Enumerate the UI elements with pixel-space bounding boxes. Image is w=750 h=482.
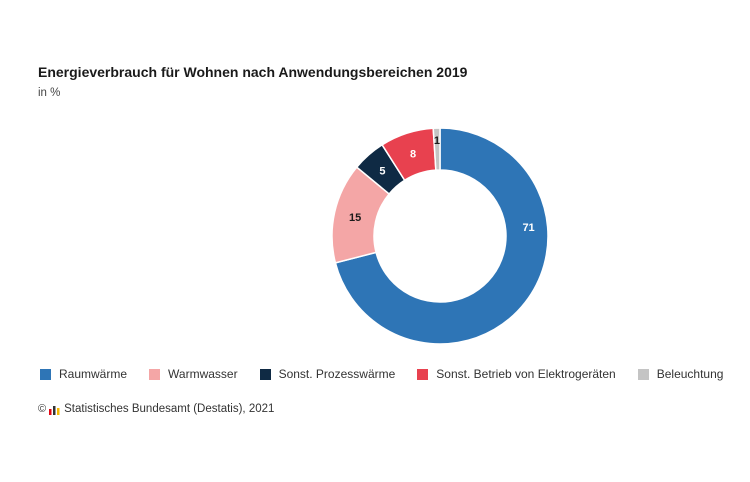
legend-label: Sonst. Prozesswärme [278, 367, 396, 381]
copyright-icon: © [38, 403, 47, 415]
slice-label-prozesswaerme: 5 [379, 166, 385, 178]
donut-slice-raumwaerme[interactable] [334, 127, 549, 345]
legend-swatch [149, 368, 161, 380]
chart-title: Energieverbrauch für Wohnen nach Anwendu… [38, 64, 468, 80]
legend-swatch [40, 368, 51, 380]
donut-slice-beleuchtung[interactable] [432, 127, 441, 171]
source-text: Statistisches Bundesamt (Destatis), 2021 [64, 403, 275, 415]
legend-label: Warmwasser [168, 367, 238, 381]
legend-item-beleuchtung[interactable]: Beleuchtung [637, 367, 724, 381]
legend-item-warmwasser[interactable]: Warmwasser [149, 367, 238, 381]
chart-legend: Raumwärme Warmwasser Sonst. Prozesswärme… [40, 367, 723, 381]
legend-label: Raumwärme [59, 367, 128, 381]
legend-swatch [259, 368, 271, 380]
legend-swatch [637, 368, 649, 380]
destatis-logo-icon [49, 405, 60, 415]
chart-subtitle: in % [38, 87, 61, 99]
legend-item-prozesswaerme[interactable]: Sonst. Prozesswärme [259, 367, 396, 381]
slice-label-warmwasser: 15 [349, 212, 361, 224]
slice-label-raumwaerme: 71 [522, 222, 534, 234]
source-footer: © Statistisches Bundesamt (Destatis), 20… [38, 403, 274, 415]
legend-item-elektrogeraete[interactable]: Sonst. Betrieb von Elektrogeräten [417, 367, 616, 381]
legend-label: Beleuchtung [656, 367, 724, 381]
legend-swatch [417, 368, 429, 380]
slice-label-beleuchtung: 1 [434, 135, 440, 147]
slice-label-elektrogeraete: 8 [410, 148, 416, 160]
legend-label: Sonst. Betrieb von Elektrogeräten [436, 367, 616, 381]
legend-item-raumwaerme[interactable]: Raumwärme [40, 367, 127, 381]
